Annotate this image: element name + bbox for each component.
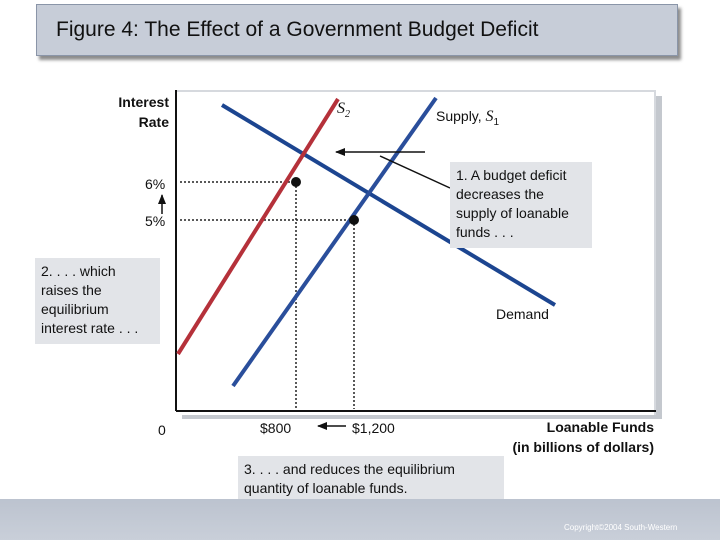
s2-letter: S bbox=[337, 100, 345, 117]
s1-prefix: Supply, bbox=[436, 108, 486, 124]
x-axis-label-line1: Loanable Funds bbox=[546, 419, 654, 435]
note-raises-rate: 2. . . . which raises the equilibrium in… bbox=[35, 258, 160, 344]
y-axis-label-line1: Interest bbox=[118, 94, 169, 110]
s1-letter: S bbox=[485, 108, 494, 125]
y-axis-label-line2: Rate bbox=[138, 114, 169, 130]
demand-curve bbox=[220, 103, 557, 307]
equilibrium-point-old bbox=[349, 215, 359, 225]
s2-subscript: 2 bbox=[345, 109, 350, 121]
s1-subscript: 1 bbox=[493, 116, 500, 128]
qty-800-label: $800 bbox=[260, 420, 292, 436]
x-axis-label-line2: (in billions of dollars) bbox=[512, 439, 654, 455]
origin-label: 0 bbox=[158, 422, 166, 438]
equilibrium-point-new bbox=[291, 177, 301, 187]
copyright-text: Copyright©2004 South-Western bbox=[564, 523, 678, 532]
rate-6pct-label: 6% bbox=[145, 176, 166, 192]
title-bar bbox=[36, 4, 678, 56]
rate-5pct-label: 5% bbox=[145, 213, 166, 229]
supply-s2-curve bbox=[176, 97, 340, 356]
note-budget-deficit: 1. A budget deficit decreases the supply… bbox=[450, 162, 592, 248]
note-reduces-quantity: 3. . . . and reduces the equilibrium qua… bbox=[238, 456, 504, 504]
qty-1200-label: $1,200 bbox=[352, 420, 395, 436]
footer-bar bbox=[0, 499, 720, 540]
s2-label: S2 bbox=[337, 100, 350, 120]
chart-panel bbox=[176, 90, 656, 415]
slide-title: Figure 4: The Effect of a Government Bud… bbox=[56, 18, 539, 41]
demand-label: Demand bbox=[496, 306, 549, 322]
s1-label: Supply, S1 bbox=[436, 108, 499, 128]
shift-arrow bbox=[379, 155, 451, 189]
supply-s1-curve bbox=[231, 96, 438, 388]
